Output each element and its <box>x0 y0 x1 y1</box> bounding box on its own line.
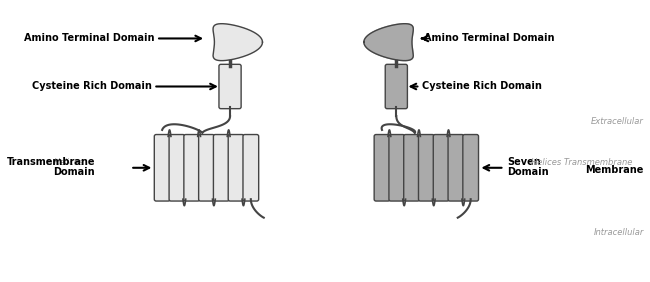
FancyBboxPatch shape <box>213 135 229 201</box>
Text: Seven: Seven <box>507 157 541 167</box>
Polygon shape <box>364 24 413 61</box>
FancyBboxPatch shape <box>448 135 463 201</box>
FancyBboxPatch shape <box>199 135 215 201</box>
FancyBboxPatch shape <box>385 64 408 109</box>
Text: Helices: Helices <box>53 158 84 167</box>
FancyBboxPatch shape <box>463 135 478 201</box>
FancyBboxPatch shape <box>389 135 405 201</box>
Text: Domain: Domain <box>507 168 549 177</box>
Text: Cysteine Rich Domain: Cysteine Rich Domain <box>32 81 151 91</box>
FancyBboxPatch shape <box>419 135 434 201</box>
Text: Domain: Domain <box>53 168 95 177</box>
Text: Membrane: Membrane <box>586 165 644 175</box>
FancyBboxPatch shape <box>228 135 244 201</box>
FancyBboxPatch shape <box>434 135 449 201</box>
FancyBboxPatch shape <box>169 135 185 201</box>
Text: Cysteine Rich Domain: Cysteine Rich Domain <box>422 81 542 91</box>
FancyBboxPatch shape <box>219 64 241 109</box>
Polygon shape <box>213 24 263 61</box>
FancyBboxPatch shape <box>374 135 390 201</box>
Text: Amino Terminal Domain: Amino Terminal Domain <box>424 34 554 43</box>
Text: n: n <box>47 158 53 167</box>
Text: Amino Terminal Domain: Amino Terminal Domain <box>24 34 154 43</box>
FancyBboxPatch shape <box>154 135 170 201</box>
FancyBboxPatch shape <box>243 135 259 201</box>
Text: Extracellular: Extracellular <box>591 117 644 126</box>
FancyBboxPatch shape <box>404 135 419 201</box>
Text: Transmembrane: Transmembrane <box>6 157 95 167</box>
Text: Helices Transmembrane: Helices Transmembrane <box>531 158 632 167</box>
Text: Intracellular: Intracellular <box>593 228 644 237</box>
FancyBboxPatch shape <box>184 135 200 201</box>
